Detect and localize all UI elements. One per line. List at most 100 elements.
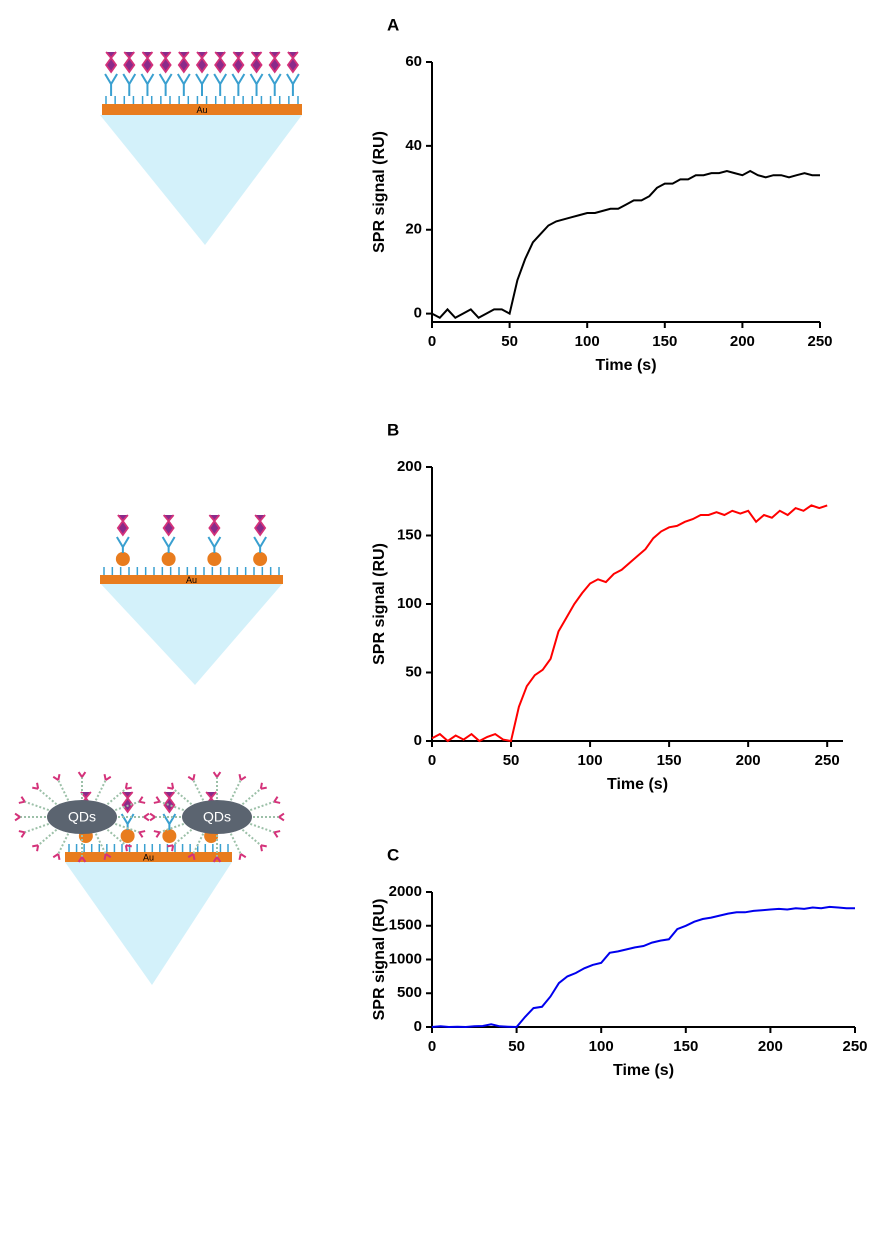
gold-film bbox=[102, 104, 302, 115]
ligand bbox=[249, 800, 275, 812]
y-tick-label: 0 bbox=[414, 305, 422, 322]
x-tick-label: 200 bbox=[736, 752, 761, 769]
qd-label: QDs bbox=[68, 809, 96, 825]
ligand bbox=[114, 800, 140, 812]
antigen bbox=[286, 51, 300, 74]
gold-film bbox=[100, 575, 283, 584]
x-tick-label: 150 bbox=[652, 333, 677, 350]
protein bbox=[253, 552, 268, 566]
quantum-dot bbox=[182, 800, 252, 834]
ligand bbox=[24, 822, 50, 834]
antibody bbox=[187, 853, 196, 861]
y-tick-label: 500 bbox=[397, 984, 422, 1001]
x-tick-label: 0 bbox=[428, 752, 436, 769]
ligand bbox=[37, 787, 58, 806]
ligand bbox=[94, 833, 107, 855]
antibody bbox=[187, 773, 196, 781]
x-axis-title: Time (s) bbox=[607, 776, 668, 793]
data-line bbox=[431, 504, 828, 743]
antibody bbox=[213, 73, 228, 96]
antibody bbox=[253, 536, 267, 553]
y-tick-label: 60 bbox=[405, 53, 422, 70]
antigen bbox=[254, 514, 267, 537]
x-tick-label: 100 bbox=[575, 333, 600, 350]
prism bbox=[65, 862, 232, 985]
antibody bbox=[104, 73, 118, 96]
antibody bbox=[116, 536, 130, 553]
ligand bbox=[37, 828, 58, 847]
x-axis-title: Time (s) bbox=[613, 1062, 674, 1079]
y-tick-label: 200 bbox=[397, 458, 422, 475]
antibody bbox=[273, 830, 281, 838]
x-tick-label: 50 bbox=[501, 333, 518, 350]
panel-label: A bbox=[387, 15, 399, 34]
antigen bbox=[195, 51, 209, 74]
antibody bbox=[212, 771, 222, 778]
antibody bbox=[52, 853, 61, 861]
antibody bbox=[124, 782, 132, 790]
antibody bbox=[32, 844, 40, 852]
y-axis-title: SPR signal (RU) bbox=[371, 131, 388, 253]
antibody bbox=[153, 796, 161, 804]
antibody bbox=[259, 782, 267, 790]
antigen bbox=[208, 514, 221, 537]
gold-film bbox=[65, 852, 232, 862]
antibody bbox=[207, 536, 222, 553]
antibody bbox=[158, 73, 173, 96]
antibody bbox=[212, 856, 222, 863]
x-tick-label: 200 bbox=[758, 1038, 783, 1055]
antibody bbox=[77, 856, 87, 863]
antibody bbox=[103, 773, 112, 781]
ligand bbox=[57, 779, 70, 801]
ligand bbox=[57, 833, 70, 855]
antibody bbox=[195, 73, 209, 96]
x-tick-label: 0 bbox=[428, 1038, 436, 1055]
ligand bbox=[159, 800, 185, 812]
panel-label: B bbox=[387, 420, 399, 439]
x-tick-label: 50 bbox=[503, 752, 520, 769]
substrate-label: Au bbox=[186, 575, 197, 585]
x-tick-label: 0 bbox=[428, 333, 436, 350]
antigen bbox=[162, 514, 175, 537]
antibody bbox=[122, 73, 137, 96]
substrate-label: Au bbox=[196, 105, 207, 115]
qd-label: QDs bbox=[203, 809, 231, 825]
ligand bbox=[229, 779, 242, 801]
antibody bbox=[140, 73, 155, 96]
antibody bbox=[167, 844, 175, 852]
antigen bbox=[121, 791, 134, 814]
x-tick-label: 50 bbox=[508, 1038, 525, 1055]
antigen bbox=[268, 51, 281, 74]
antibody bbox=[238, 773, 247, 781]
prism bbox=[100, 583, 283, 685]
antibody bbox=[167, 782, 175, 790]
protein bbox=[120, 829, 135, 843]
y-tick-label: 100 bbox=[397, 595, 422, 612]
panel-label: C bbox=[387, 845, 399, 864]
protein bbox=[207, 552, 222, 566]
antigen bbox=[104, 51, 118, 74]
protein bbox=[161, 552, 176, 566]
ligand bbox=[249, 822, 275, 834]
x-tick-label: 250 bbox=[815, 752, 840, 769]
x-tick-label: 200 bbox=[730, 333, 755, 350]
antibody bbox=[273, 796, 281, 804]
ligand bbox=[241, 787, 262, 806]
antibody bbox=[249, 73, 264, 96]
y-axis-title: SPR signal (RU) bbox=[371, 899, 388, 1021]
antigen bbox=[177, 51, 190, 74]
antibody bbox=[231, 73, 246, 96]
x-tick-label: 250 bbox=[842, 1038, 867, 1055]
antibody bbox=[138, 830, 146, 838]
antibody bbox=[153, 830, 161, 838]
ligand bbox=[172, 828, 193, 847]
y-tick-label: 0 bbox=[414, 1018, 422, 1035]
antigen bbox=[232, 51, 245, 74]
protein bbox=[162, 829, 177, 843]
antibody bbox=[259, 844, 267, 852]
y-tick-label: 1500 bbox=[389, 917, 422, 934]
y-tick-label: 50 bbox=[405, 663, 422, 680]
x-tick-label: 250 bbox=[807, 333, 832, 350]
x-tick-label: 100 bbox=[578, 752, 603, 769]
